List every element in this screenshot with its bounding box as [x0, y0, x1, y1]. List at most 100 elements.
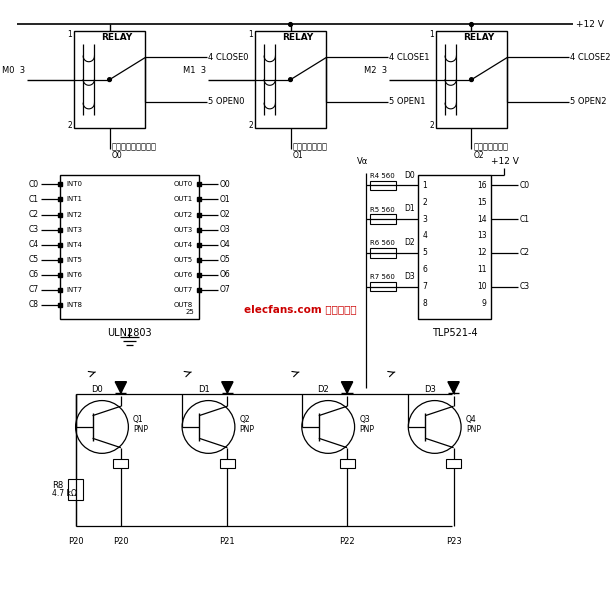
Text: OUT7: OUT7 — [173, 287, 193, 293]
Text: R5 560: R5 560 — [370, 206, 394, 212]
Text: O3: O3 — [220, 225, 231, 234]
Text: 25: 25 — [185, 309, 194, 315]
Text: +12 V: +12 V — [576, 20, 604, 29]
Text: D0: D0 — [404, 171, 415, 180]
Text: R8: R8 — [52, 481, 63, 490]
Text: ULN2803: ULN2803 — [107, 328, 152, 338]
Text: R4 560: R4 560 — [370, 173, 394, 179]
Text: O6: O6 — [220, 270, 231, 279]
Bar — [370, 248, 396, 258]
Polygon shape — [115, 382, 127, 393]
Text: 9: 9 — [482, 299, 487, 308]
Text: O4: O4 — [220, 240, 231, 249]
Text: C8: C8 — [29, 300, 39, 310]
Text: D1: D1 — [405, 205, 415, 214]
Text: 4 CLOSE1: 4 CLOSE1 — [389, 53, 430, 62]
Bar — [220, 459, 235, 468]
Text: C0: C0 — [29, 180, 39, 189]
Text: 5: 5 — [422, 248, 427, 257]
Text: C3: C3 — [520, 282, 529, 291]
Text: INT5: INT5 — [66, 257, 82, 263]
Text: C1: C1 — [29, 195, 39, 204]
Text: D3: D3 — [424, 385, 436, 394]
Text: PNP: PNP — [466, 425, 481, 434]
Text: OUT3: OUT3 — [173, 227, 193, 232]
Text: INT7: INT7 — [66, 287, 82, 293]
Text: PNP: PNP — [133, 425, 148, 434]
Text: 15: 15 — [477, 198, 487, 206]
Text: D2: D2 — [318, 385, 329, 394]
Text: 10: 10 — [477, 282, 487, 291]
Text: P22: P22 — [339, 537, 355, 546]
Text: 1: 1 — [429, 30, 434, 40]
Text: PNP: PNP — [240, 425, 255, 434]
Text: OUT0: OUT0 — [173, 181, 193, 188]
Text: INT6: INT6 — [66, 272, 82, 278]
Text: C4: C4 — [29, 240, 39, 249]
Text: O7: O7 — [220, 286, 231, 294]
Text: RELAY: RELAY — [282, 33, 314, 42]
Text: Q3: Q3 — [359, 415, 370, 424]
Text: 1: 1 — [248, 30, 253, 40]
Text: INT8: INT8 — [66, 302, 82, 308]
Text: C0: C0 — [520, 181, 529, 190]
Text: C2: C2 — [520, 248, 529, 257]
Text: INT0: INT0 — [66, 181, 82, 188]
Bar — [113, 459, 129, 468]
Text: R7 560: R7 560 — [370, 274, 395, 280]
Circle shape — [469, 78, 473, 81]
Text: C2: C2 — [29, 210, 39, 219]
Text: OUT4: OUT4 — [173, 242, 193, 248]
Text: D0: D0 — [91, 385, 103, 394]
Text: 11: 11 — [477, 265, 487, 274]
Text: O2: O2 — [220, 210, 231, 219]
Bar — [436, 31, 507, 128]
Text: 1: 1 — [422, 181, 427, 190]
Bar — [68, 479, 83, 500]
Text: 6: 6 — [422, 265, 427, 274]
Text: +12 V: +12 V — [491, 157, 518, 166]
Text: 接空调致热开关: 接空调致热开关 — [473, 142, 509, 151]
Text: C5: C5 — [29, 255, 39, 264]
Text: 16: 16 — [477, 181, 487, 190]
Text: INT4: INT4 — [66, 242, 82, 248]
Text: 接空调电源控制开关: 接空调电源控制开关 — [111, 142, 157, 151]
Text: Q2: Q2 — [240, 415, 250, 424]
Text: O1: O1 — [293, 151, 303, 160]
Text: OUT2: OUT2 — [173, 211, 193, 218]
Bar — [340, 459, 354, 468]
Text: O5: O5 — [220, 255, 231, 264]
Text: 2: 2 — [248, 121, 253, 130]
Text: 7: 7 — [422, 282, 427, 291]
Text: OUT8: OUT8 — [173, 302, 193, 308]
Text: C7: C7 — [29, 286, 39, 294]
Text: R6 560: R6 560 — [370, 240, 395, 246]
Text: 2: 2 — [67, 121, 72, 130]
Text: RELAY: RELAY — [102, 33, 133, 42]
Circle shape — [289, 78, 293, 81]
Bar — [73, 31, 145, 128]
Text: 1: 1 — [67, 30, 72, 40]
Text: 3: 3 — [422, 215, 427, 224]
Text: C3: C3 — [29, 225, 39, 234]
Bar — [418, 175, 491, 319]
Bar — [370, 214, 396, 224]
Circle shape — [469, 22, 473, 27]
Bar — [446, 459, 461, 468]
Text: C6: C6 — [29, 270, 39, 279]
Text: O0: O0 — [111, 151, 122, 160]
Text: 4 CLOSE0: 4 CLOSE0 — [209, 53, 249, 62]
Text: D3: D3 — [404, 272, 415, 281]
Text: 13: 13 — [477, 231, 487, 241]
Text: P20: P20 — [113, 537, 129, 546]
Text: OUT1: OUT1 — [173, 196, 193, 202]
Text: 2: 2 — [429, 121, 434, 130]
Text: 接空调致冷开关: 接空调致冷开关 — [293, 142, 327, 151]
Text: RELAY: RELAY — [463, 33, 494, 42]
Text: 2: 2 — [422, 198, 427, 206]
Text: C1: C1 — [520, 215, 529, 224]
Text: INT3: INT3 — [66, 227, 82, 232]
Bar — [370, 181, 396, 190]
Text: OUT5: OUT5 — [173, 257, 193, 263]
Bar — [370, 282, 396, 291]
